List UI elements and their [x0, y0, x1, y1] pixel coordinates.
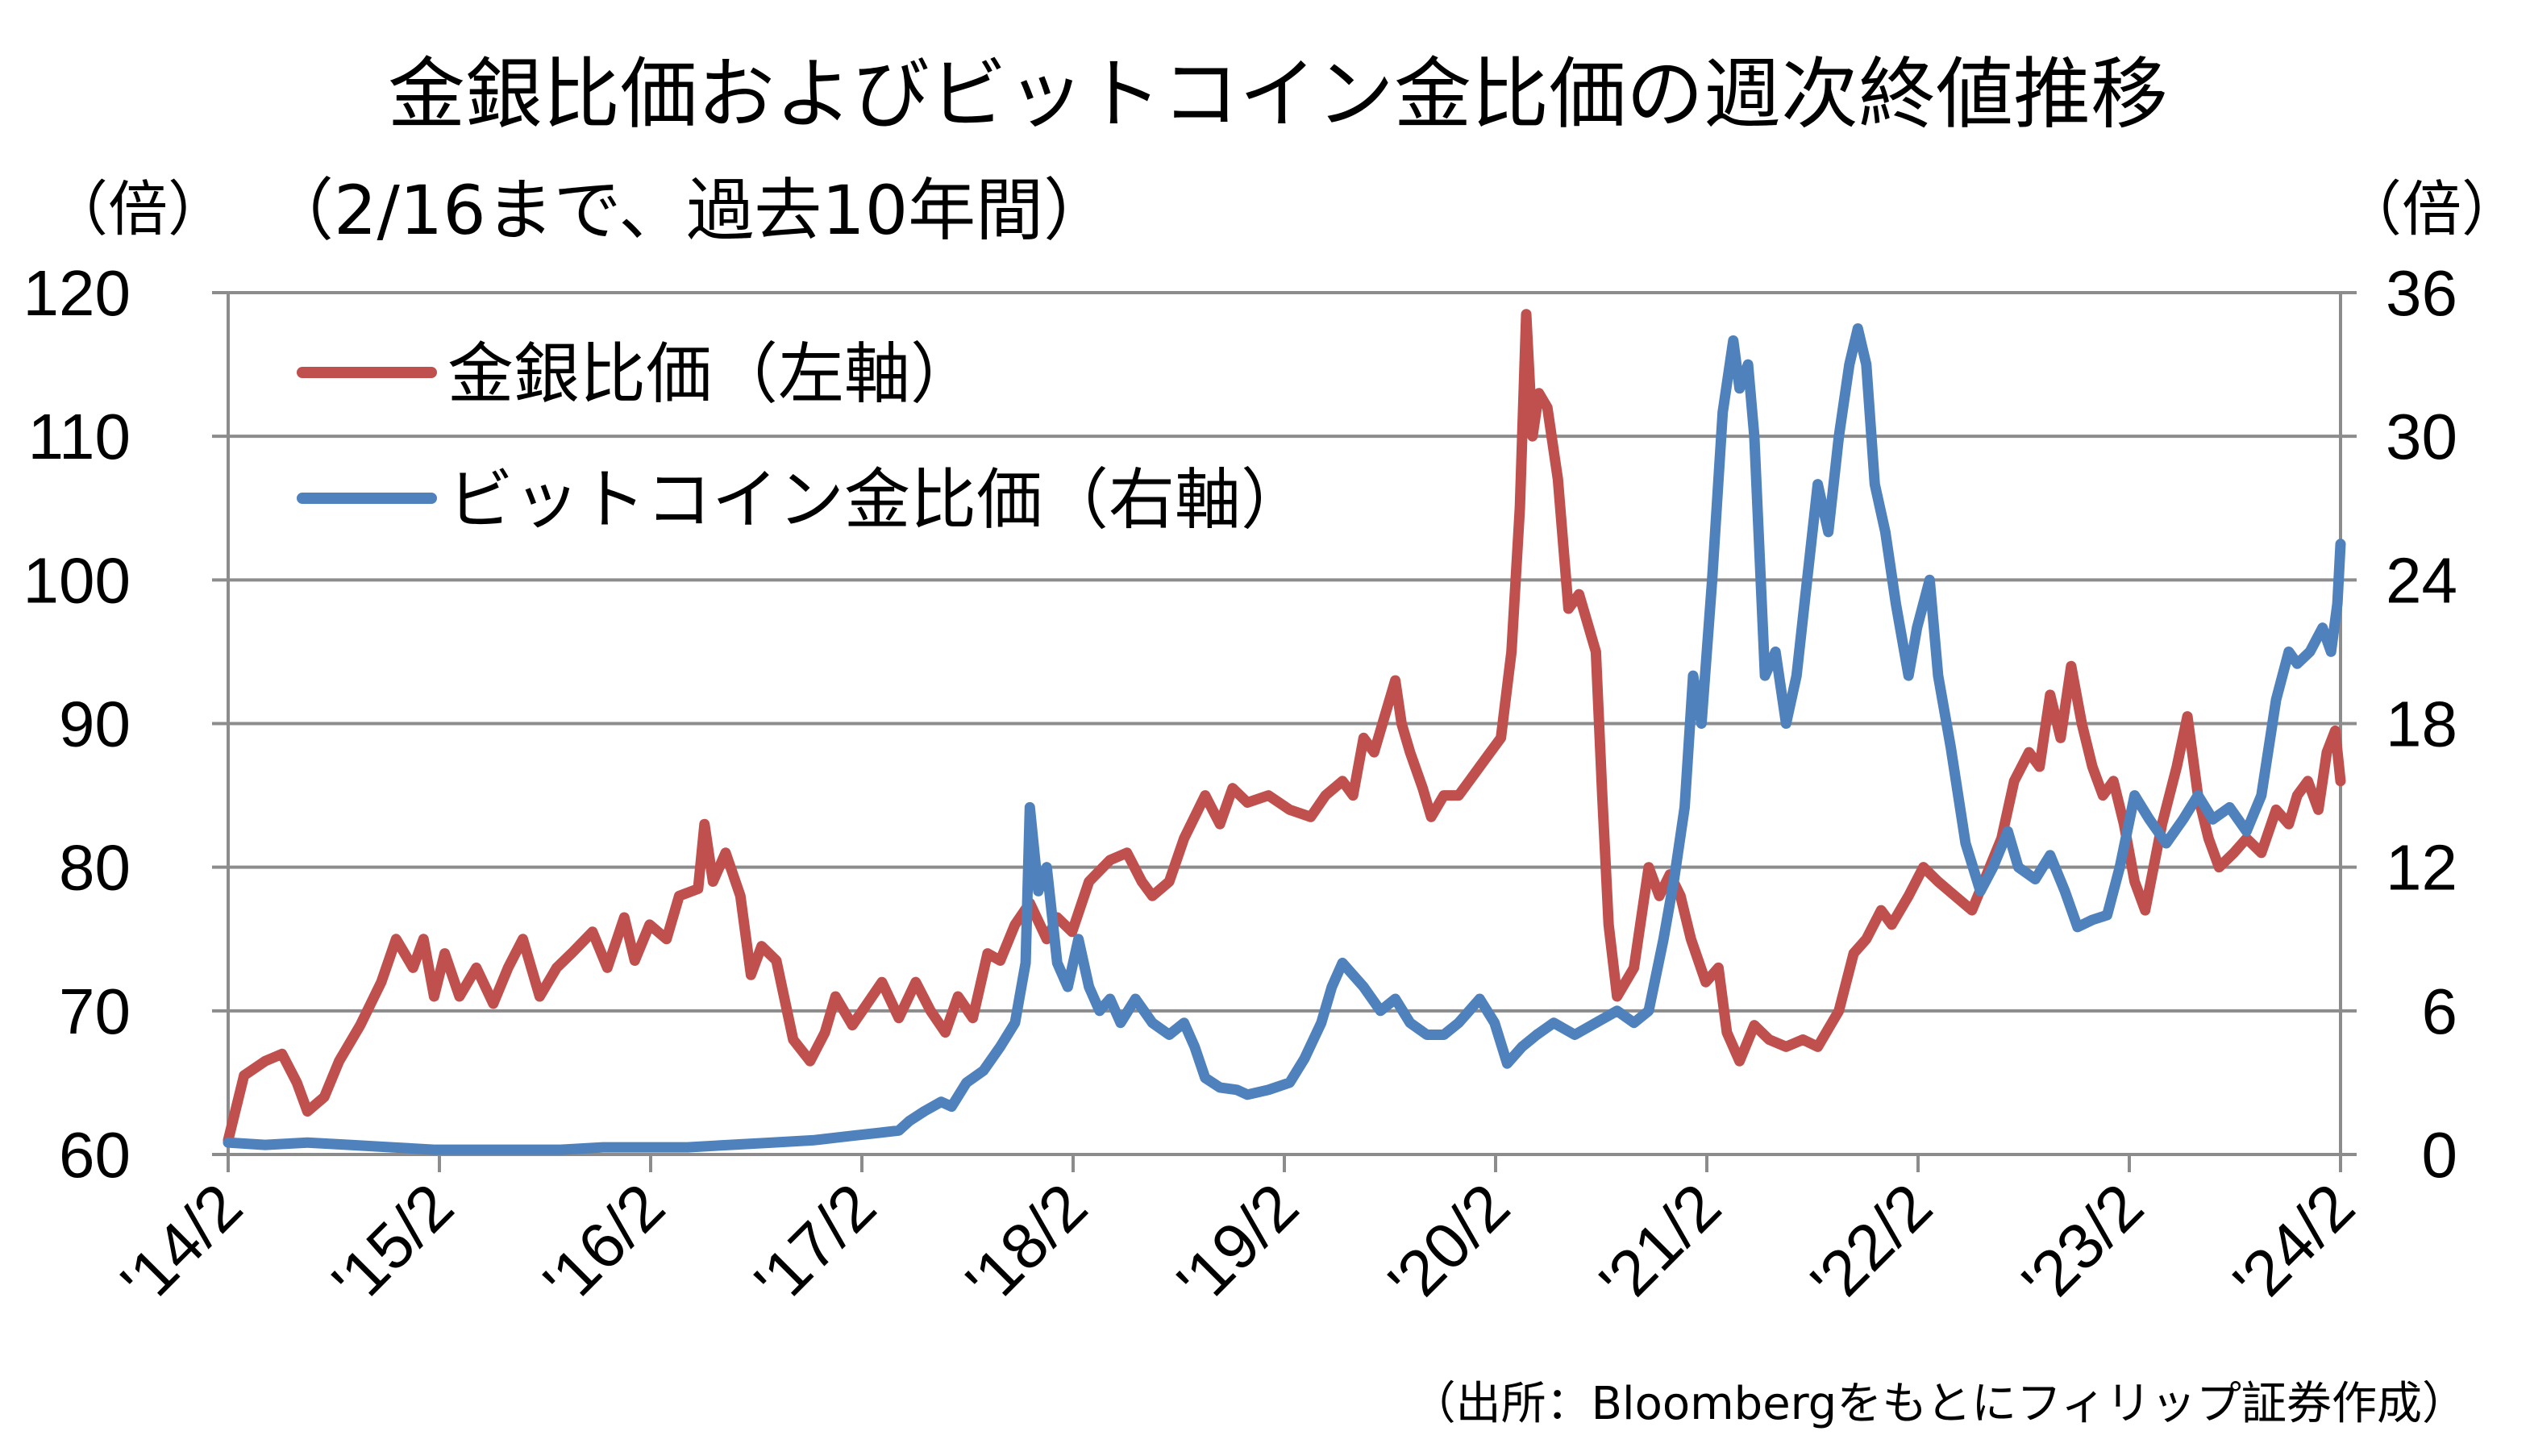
y-left-tick-label: 80 — [59, 832, 131, 904]
x-tick-label: '18/2 — [952, 1170, 1101, 1318]
y-right-tick-label: 24 — [2386, 544, 2457, 616]
y-right-tick-label: 12 — [2386, 832, 2457, 904]
y-right-tick-label: 6 — [2422, 976, 2458, 1047]
series-line-bitcoin-gold — [223, 323, 2346, 1155]
chart-title: 金銀比価およびビットコイン金比価の週次終値推移 — [388, 49, 2168, 139]
y-left-unit-label: （倍） — [48, 175, 227, 244]
grid-lines — [228, 291, 2341, 1156]
y-left-tick-label: 70 — [59, 976, 131, 1047]
y-left-tick-labels: 60 70 80 90 100 110 120 — [23, 257, 131, 1191]
y-right-unit-label: （倍） — [2342, 175, 2521, 244]
x-tick-label: '17/2 — [741, 1170, 889, 1318]
x-tick-label: '22/2 — [1797, 1170, 1945, 1318]
x-tick-label: '23/2 — [2008, 1170, 2157, 1318]
y-right-tick-label: 18 — [2386, 688, 2457, 760]
x-tick-label: '20/2 — [1375, 1170, 1523, 1318]
series-line-gold-silver — [223, 309, 2346, 1146]
x-tick-label: '24/2 — [2220, 1170, 2368, 1318]
x-tick-label: '14/2 — [107, 1170, 256, 1318]
legend-label: 金銀比価（左軸） — [447, 336, 976, 413]
y-left-tick-label: 60 — [59, 1119, 131, 1191]
axes — [212, 291, 2357, 1172]
series-lines — [223, 309, 2346, 1155]
x-tick-label: '16/2 — [530, 1170, 678, 1318]
x-tick-label: '19/2 — [1163, 1170, 1312, 1318]
y-left-tick-label: 90 — [59, 688, 131, 760]
legend-label: ビットコイン金比価（右軸） — [447, 462, 1307, 539]
x-tick-label: '15/2 — [318, 1170, 467, 1318]
source-note: （出所：Bloombergをもとにフィリップ証券作成） — [1411, 1378, 2467, 1430]
y-right-tick-labels: 0 6 12 18 24 30 36 — [2386, 257, 2457, 1191]
y-left-tick-label: 120 — [23, 257, 131, 329]
y-left-tick-label: 100 — [23, 544, 131, 616]
x-tick-labels: '14/2 '15/2 '16/2 '17/2 '18/2 '19/2 '20/2 '21/2… — [107, 1170, 2368, 1318]
y-left-tick-label: 110 — [27, 401, 131, 472]
y-right-tick-label: 36 — [2386, 257, 2457, 329]
legend: 金銀比価（左軸） ビットコイン金比価（右軸） — [297, 336, 1307, 539]
y-right-tick-label: 30 — [2386, 401, 2457, 472]
x-tick-label: '21/2 — [1586, 1170, 1734, 1318]
y-right-tick-label: 0 — [2422, 1119, 2458, 1191]
chart-subtitle: （2/16まで、過去10年間） — [266, 171, 1111, 250]
